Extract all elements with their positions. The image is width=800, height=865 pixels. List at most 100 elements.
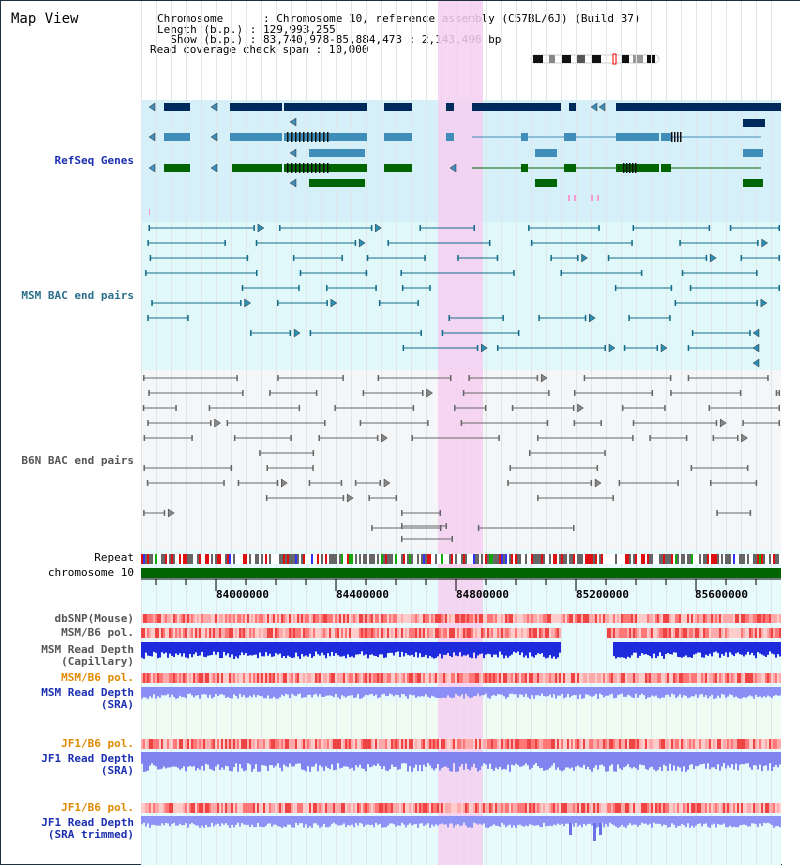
polymorphism-cell xyxy=(693,803,695,813)
read-depth-bar xyxy=(429,816,431,828)
read-depth-bar xyxy=(665,816,667,826)
polymorphism-cell xyxy=(559,673,561,683)
read-depth-bar xyxy=(193,687,195,698)
polymorphism-cell xyxy=(243,628,245,638)
polymorphism-cell xyxy=(451,673,453,683)
read-depth-bar xyxy=(515,687,517,695)
polymorphism-cell xyxy=(401,614,403,623)
read-depth-bar xyxy=(325,816,327,828)
polymorphism-cell xyxy=(261,739,263,749)
read-depth-bar xyxy=(553,687,555,695)
repeat-element xyxy=(145,554,147,564)
read-depth-bar xyxy=(197,752,199,769)
b6n-bac-pair-end xyxy=(371,525,373,531)
read-depth-bar xyxy=(669,816,671,827)
read-depth-bar xyxy=(671,687,673,694)
polymorphism-cell xyxy=(419,803,421,813)
selected-region-highlight[interactable] xyxy=(438,1,483,865)
polymorphism-cell xyxy=(575,739,577,749)
polymorphism-cell xyxy=(503,739,505,749)
repeat-element xyxy=(345,554,347,564)
repeat-element xyxy=(501,554,503,564)
polymorphism-cell xyxy=(343,628,345,638)
gene-block xyxy=(616,133,659,141)
polymorphism-cell xyxy=(739,673,741,683)
read-depth-bar xyxy=(161,816,163,824)
strand-arrow xyxy=(381,433,388,443)
polymorphism-cell xyxy=(489,628,491,638)
msm-bac-pair-end xyxy=(674,300,677,306)
repeat-element xyxy=(517,554,519,564)
track-label-refseq[interactable]: RefSeq Genes xyxy=(54,154,134,167)
read-depth-bar xyxy=(765,816,767,824)
read-depth-bar xyxy=(639,816,641,826)
polymorphism-cell xyxy=(219,739,221,749)
polymorphism-cell xyxy=(769,628,771,638)
polymorphism-cell xyxy=(281,803,283,813)
b6n-bac-pair-end xyxy=(236,375,238,381)
grid-line xyxy=(561,1,562,865)
repeat-element xyxy=(753,554,755,564)
read-depth-bar xyxy=(193,816,195,825)
polymorphism-cell xyxy=(333,803,335,813)
polymorphism-cell xyxy=(675,628,677,638)
polymorphism-cell xyxy=(505,803,507,813)
polymorphism-cell xyxy=(669,673,671,683)
polymorphism-cell xyxy=(615,628,617,638)
polymorphism-cell xyxy=(335,739,337,749)
polymorphism-cell xyxy=(697,803,699,813)
read-depth-bar xyxy=(227,816,229,826)
b6n-bac-pair-end xyxy=(147,420,149,426)
polymorphism-cell xyxy=(267,628,269,638)
polymorphism-cell xyxy=(227,739,229,749)
polymorphism-cell xyxy=(359,628,361,638)
polymorphism-cell xyxy=(751,803,753,813)
polymorphism-cell xyxy=(351,628,353,638)
read-depth-bar xyxy=(185,642,187,658)
polymorphism-cell xyxy=(603,739,605,749)
read-depth-bar xyxy=(415,642,417,653)
read-depth-bar xyxy=(457,642,459,657)
read-depth-bar xyxy=(209,642,211,656)
read-depth-bar xyxy=(431,642,433,658)
read-depth-bar xyxy=(375,752,377,766)
read-depth-bar xyxy=(155,752,157,767)
read-depth-bar xyxy=(279,816,281,827)
polymorphism-cell xyxy=(577,803,579,813)
polymorphism-cell xyxy=(431,628,433,638)
polymorphism-cell xyxy=(401,628,403,638)
polymorphism-cell xyxy=(513,628,515,638)
read-depth-bar xyxy=(425,752,427,767)
polymorphism-cell xyxy=(777,614,779,623)
polymorphism-cell xyxy=(401,739,403,749)
track-label-b6n-bac[interactable]: B6N BAC end pairs xyxy=(21,454,134,467)
polymorphism-cell xyxy=(315,614,317,623)
repeat-element xyxy=(167,554,169,564)
read-depth-bar xyxy=(395,816,397,827)
repeat-element xyxy=(741,554,743,564)
read-depth-bar xyxy=(281,752,283,772)
read-depth-bar xyxy=(167,642,169,658)
read-depth-bar xyxy=(531,816,533,825)
read-depth-bar xyxy=(501,816,503,823)
polymorphism-cell xyxy=(363,803,365,813)
msm-bac-pair-end xyxy=(679,240,681,246)
read-depth-bar xyxy=(763,816,765,823)
polymorphism-cell xyxy=(727,673,729,683)
polymorphism-cell xyxy=(495,628,497,638)
polymorphism-cell xyxy=(657,614,659,623)
polymorphism-cell xyxy=(187,803,189,813)
track-label-msm-bac[interactable]: MSM BAC end pairs xyxy=(21,289,134,302)
read-depth-bar xyxy=(621,642,623,658)
read-depth-bar xyxy=(237,687,239,699)
polymorphism-cell xyxy=(753,803,755,813)
repeat-element xyxy=(183,554,185,564)
read-depth-bar xyxy=(745,687,747,698)
polymorphism-cell xyxy=(223,739,225,749)
read-depth-bar xyxy=(525,816,527,826)
b6n-bac-pair-end xyxy=(767,375,769,381)
read-depth-bar xyxy=(335,687,337,695)
polymorphism-cell xyxy=(213,739,215,749)
polymorphism-cell xyxy=(161,739,163,749)
